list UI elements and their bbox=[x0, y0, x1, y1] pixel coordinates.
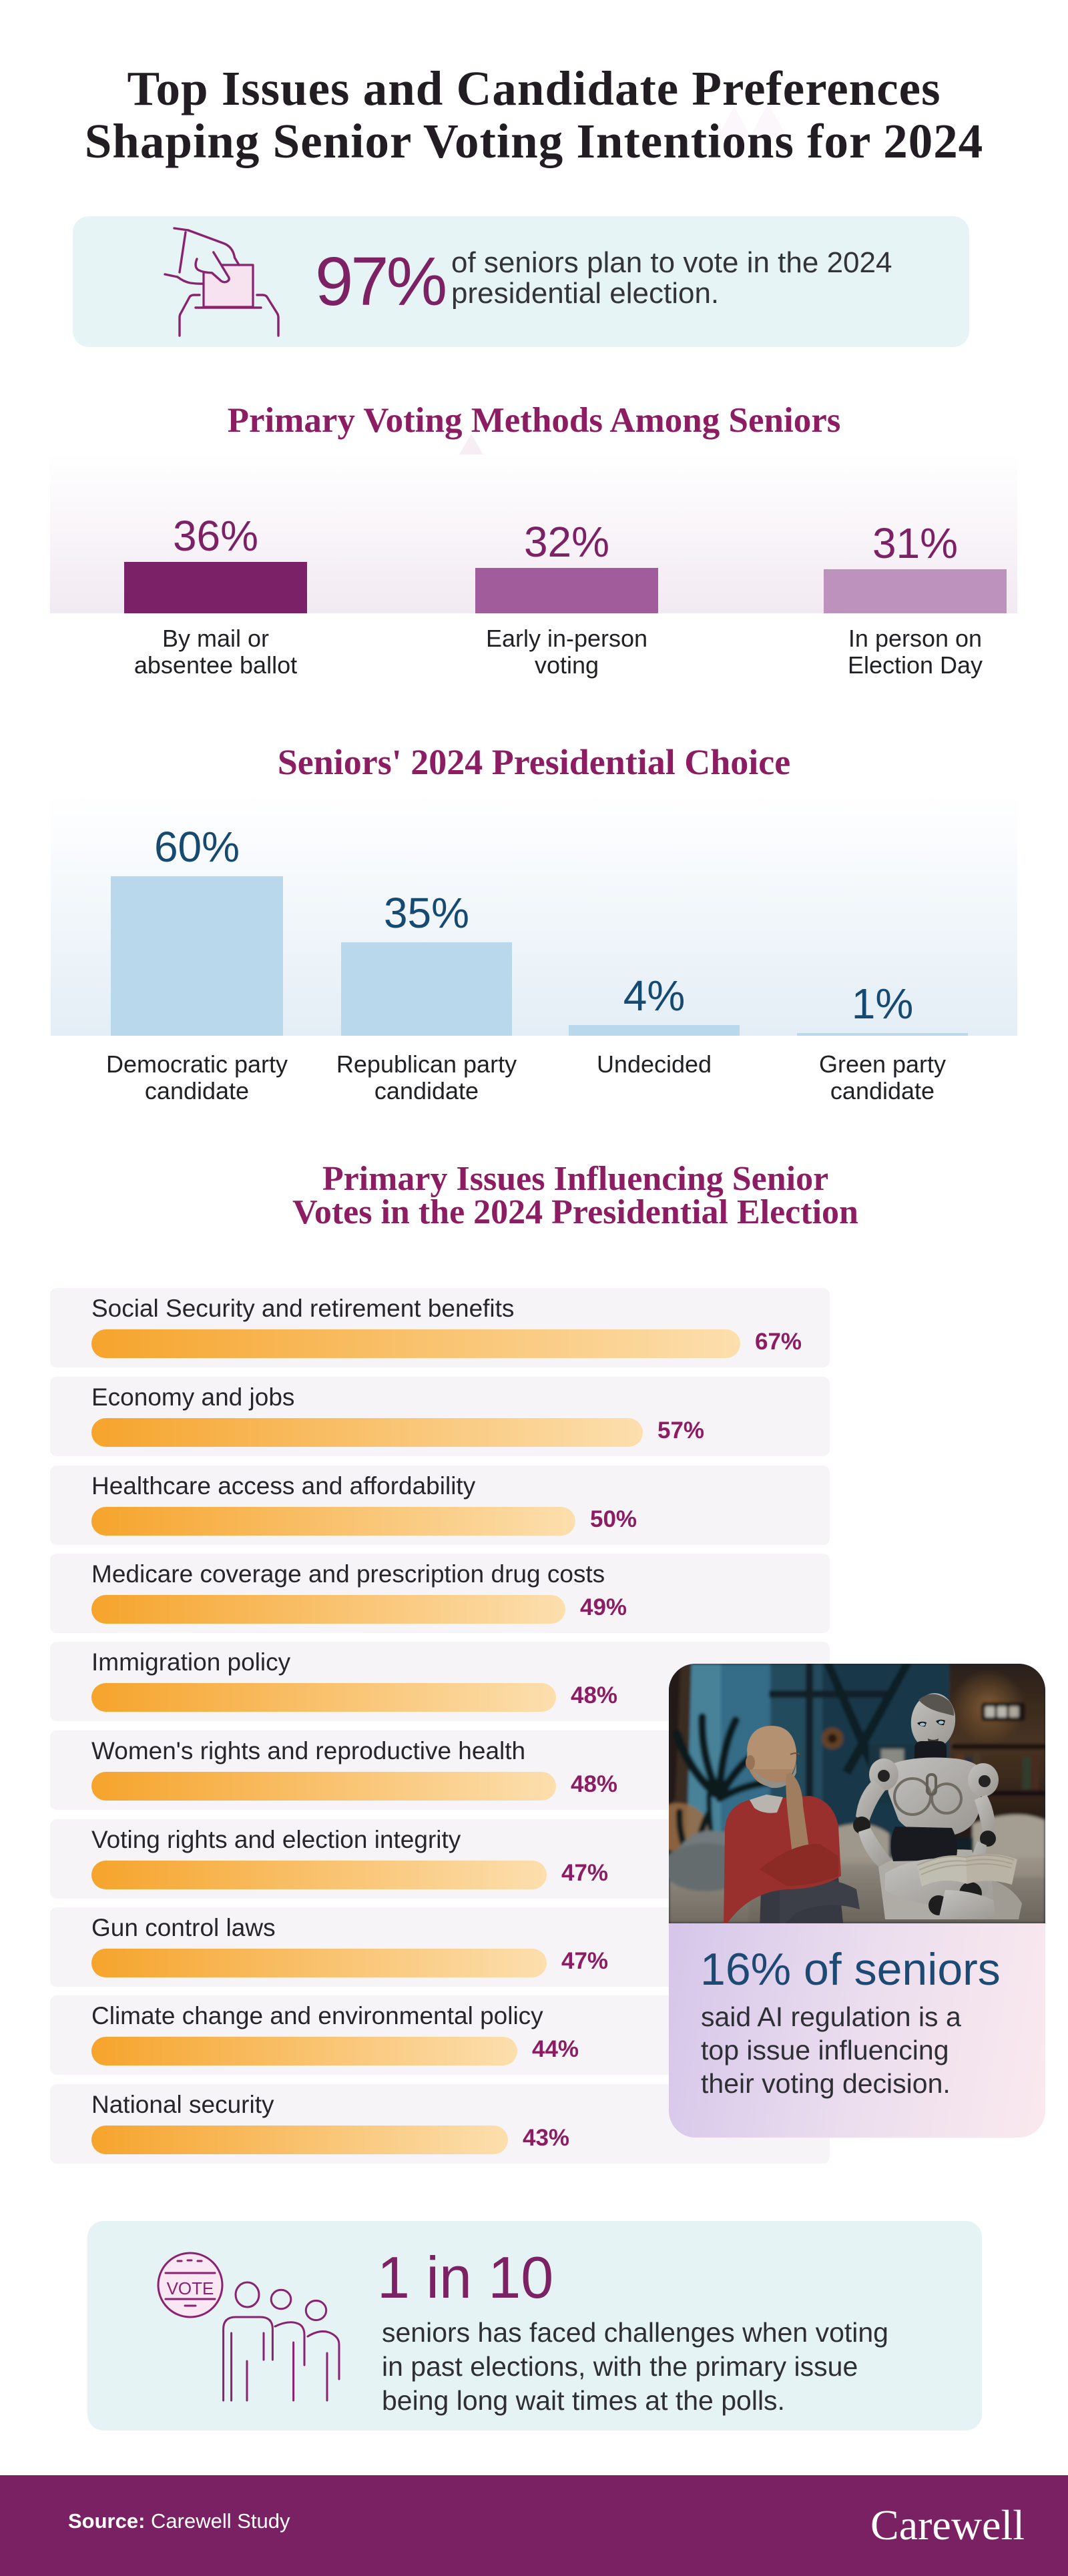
svg-text:VOTE: VOTE bbox=[167, 2278, 214, 2298]
